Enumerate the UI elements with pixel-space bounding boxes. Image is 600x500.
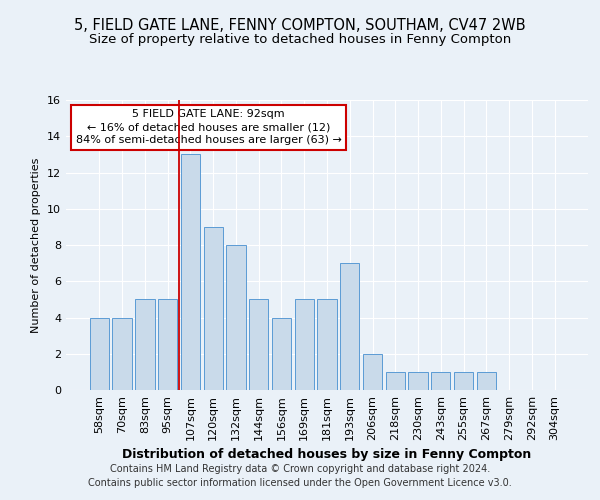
Bar xyxy=(431,372,451,390)
Text: 5, FIELD GATE LANE, FENNY COMPTON, SOUTHAM, CV47 2WB: 5, FIELD GATE LANE, FENNY COMPTON, SOUTH… xyxy=(74,18,526,32)
Bar xyxy=(112,318,132,390)
Bar xyxy=(90,318,109,390)
Bar xyxy=(203,227,223,390)
Text: Size of property relative to detached houses in Fenny Compton: Size of property relative to detached ho… xyxy=(89,32,511,46)
Bar xyxy=(454,372,473,390)
Bar xyxy=(226,245,245,390)
Bar xyxy=(135,300,155,390)
X-axis label: Distribution of detached houses by size in Fenny Compton: Distribution of detached houses by size … xyxy=(122,448,532,462)
Text: 5 FIELD GATE LANE: 92sqm
← 16% of detached houses are smaller (12)
84% of semi-d: 5 FIELD GATE LANE: 92sqm ← 16% of detach… xyxy=(76,109,341,146)
Bar xyxy=(409,372,428,390)
Text: Contains HM Land Registry data © Crown copyright and database right 2024.
Contai: Contains HM Land Registry data © Crown c… xyxy=(88,464,512,487)
Bar xyxy=(272,318,291,390)
Bar xyxy=(363,354,382,390)
Bar xyxy=(340,263,359,390)
Bar xyxy=(317,300,337,390)
Bar xyxy=(249,300,268,390)
Y-axis label: Number of detached properties: Number of detached properties xyxy=(31,158,41,332)
Bar xyxy=(386,372,405,390)
Bar xyxy=(476,372,496,390)
Bar xyxy=(295,300,314,390)
Bar xyxy=(158,300,178,390)
Bar xyxy=(181,154,200,390)
